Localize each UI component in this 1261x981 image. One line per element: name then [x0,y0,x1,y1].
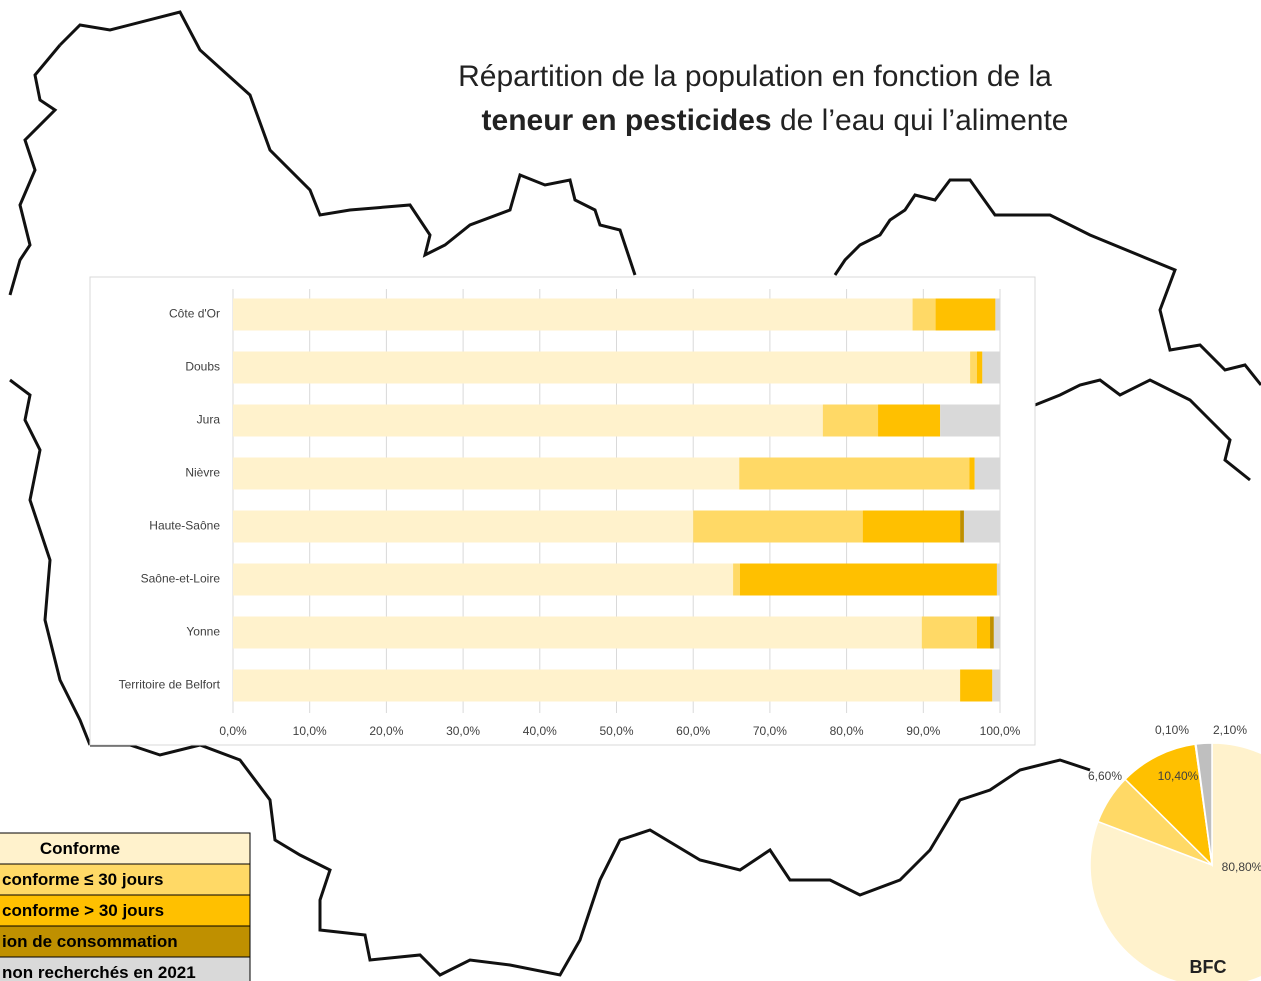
bar-segment [233,669,961,702]
y-tick-label: Saône-et-Loire [141,572,221,586]
legend-swatch [0,863,251,896]
x-tick-label: 60,0% [676,724,710,738]
bar-segment [982,351,1000,384]
bar-segment [960,669,993,702]
legend-label: conforme > 30 jours [2,901,164,920]
bar-segment [693,510,863,543]
map-outline [90,743,1091,977]
legend-label: conforme ≤ 30 jours [2,870,163,889]
pie-slice [1195,742,1213,866]
bar-segment [963,510,1000,543]
x-tick-label: 0,0% [219,724,247,738]
chart-title-end: de l’eau qui l’alimente [780,104,1069,137]
bar-segment [233,616,922,649]
bar-segment [974,457,1000,490]
bar-segment [969,457,975,490]
legend-swatch [0,832,251,865]
map-outline [9,378,92,746]
bar-segment [996,563,1000,596]
pie-value-label: 2,10% [1213,723,1247,737]
x-tick-label: 10,0% [293,724,327,738]
bar-segment [233,351,971,384]
bar-segment [976,616,991,649]
bar-segment [233,510,694,543]
bar-segment [912,298,936,331]
pie-slice [1124,743,1214,868]
legend-label: non recherchés en 2021 [2,963,196,981]
x-tick-label: 30,0% [446,724,480,738]
bar-segment [995,298,1000,331]
bar-segment [976,351,983,384]
legend-swatch [0,894,251,927]
chart-title: teneur en pesticides de l’eau qui l’alim… [482,104,1069,137]
chart-title-bold: teneur en pesticides [482,104,772,137]
x-tick-label: 100,0% [980,724,1021,738]
bar-segment [233,563,734,596]
x-tick-label: 90,0% [906,724,940,738]
x-tick-label: 20,0% [369,724,403,738]
bar-segment [921,616,977,649]
bar-segment [960,510,964,543]
y-tick-label: Yonne [186,625,220,639]
bar-segment [878,404,941,437]
bar-segment [233,298,913,331]
pie-value-label: 10,40% [1158,769,1199,783]
legend-swatch [0,925,251,958]
pie-slice [1089,742,1261,981]
y-tick-label: Jura [197,413,221,427]
bar-segment [233,457,740,490]
legend-label: Conforme [40,839,120,858]
y-tick-label: Nièvre [185,466,220,480]
x-tick-label: 50,0% [599,724,633,738]
bar-segment [233,404,823,437]
pie-value-label: 80,80% [1222,860,1261,874]
pie-value-label: 6,60% [1088,769,1122,783]
bar-segment [739,563,997,596]
bar-segment [990,616,994,649]
map-outline [58,10,637,276]
y-tick-label: Territoire de Belfort [119,678,221,692]
pie-value-label: 0,10% [1155,723,1189,737]
x-tick-label: 80,0% [830,724,864,738]
bar-segment [992,669,1000,702]
x-tick-label: 70,0% [753,724,787,738]
map-outline [8,44,62,296]
y-tick-label: Doubs [185,360,220,374]
chart-title: Répartition de la population en fonction… [458,60,1052,93]
bar-segment [993,616,1000,649]
x-tick-label: 40,0% [523,724,557,738]
bar-segment [739,457,970,490]
map-outline [833,178,1261,386]
bar-segment [935,298,996,331]
y-tick-label: Côte d'Or [169,307,220,321]
bar-segment [970,351,977,384]
legend-label: ion de consommation [2,932,178,951]
legend-swatch [0,956,251,981]
pie-label: BFC [1190,957,1227,977]
bar-segment [862,510,961,543]
bar-segment [822,404,879,437]
bar-segment [940,404,1000,437]
map-outline [1034,378,1251,482]
y-tick-label: Haute-Saône [149,519,220,533]
bar-segment [733,563,740,596]
